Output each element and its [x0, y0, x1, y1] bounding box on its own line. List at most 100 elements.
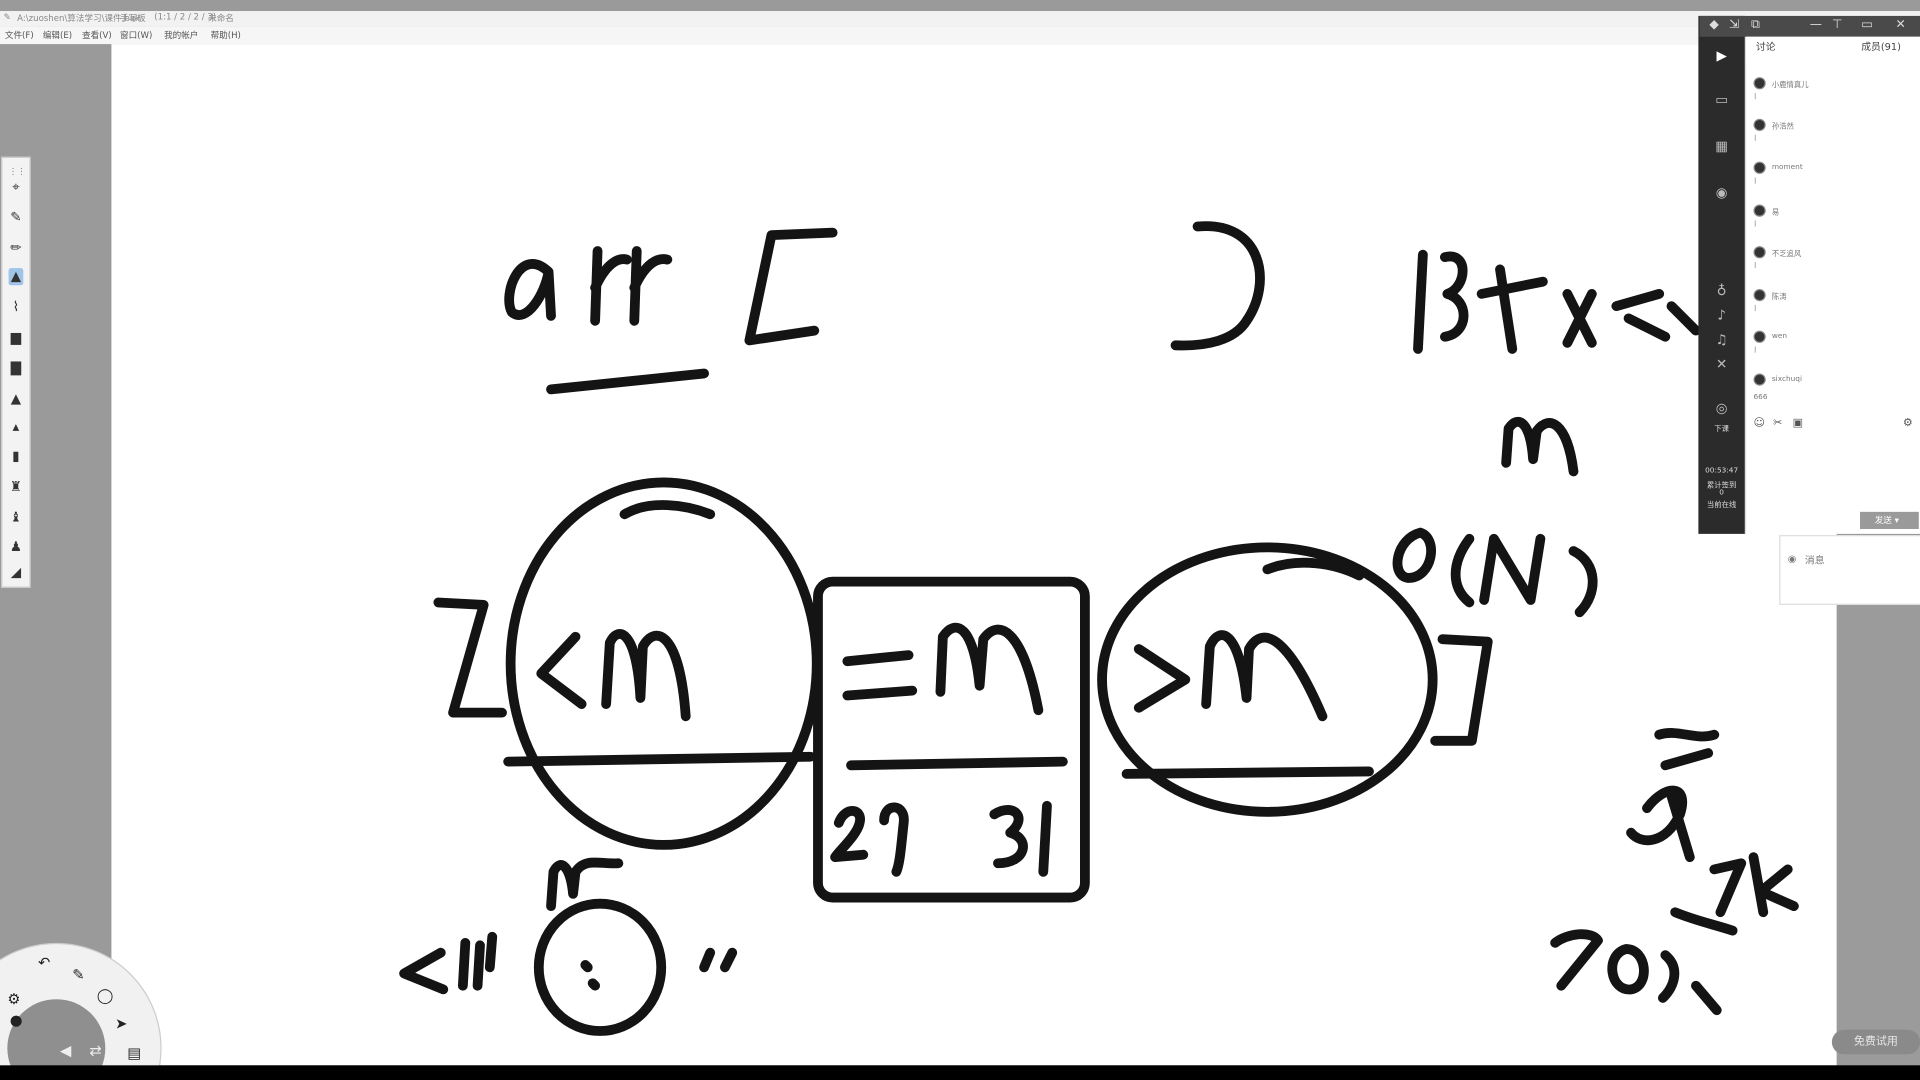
- ink-equal-m: [935, 622, 1044, 716]
- stat-checkin-label: 累计签到: [1706, 481, 1737, 490]
- member-avatar: [1753, 288, 1766, 302]
- member-name: 不乏追风: [1771, 249, 1802, 259]
- member-item[interactable]: sixchuqi: [1753, 373, 1912, 390]
- ink-outer-bracket-right: [1430, 634, 1493, 746]
- members-panel: ◆ ⇲ ⧉ — ⊤ ▭ ✕ 讨论 成员(91) 小鹿情真儿 孙浩然 moment…: [1699, 15, 1920, 534]
- title-zoom: (1:1 / 2 / 2 / 3): [154, 12, 217, 23]
- ink-O: [1392, 527, 1436, 583]
- dropper-tool-icon[interactable]: ♟: [9, 538, 22, 555]
- ink-small-dots: [580, 960, 601, 991]
- class-timer: 00:53:47: [1705, 466, 1739, 476]
- ink-circle-greater-top: [1262, 557, 1365, 581]
- member-item[interactable]: 易: [1753, 204, 1912, 227]
- speaker-icon[interactable]: ♪: [1717, 307, 1726, 324]
- scissors-icon[interactable]: ✂: [1773, 417, 1783, 430]
- member-divider: [1754, 93, 1756, 100]
- fill-tool-icon[interactable]: ▆: [10, 329, 22, 346]
- member-divider: [1754, 177, 1756, 184]
- ink-bracket-close: [1170, 221, 1265, 351]
- marker-tool-icon[interactable]: ▲: [8, 268, 24, 286]
- app-icon: ✎: [3, 12, 11, 23]
- menu-view[interactable]: 查看(V): [82, 30, 112, 41]
- panel-popout-icon[interactable]: ⧉: [1751, 18, 1760, 32]
- class-end-icon[interactable]: ◎: [1715, 400, 1728, 417]
- message-box[interactable]: ◉ 消息: [1779, 535, 1920, 605]
- wheel-swap-icon[interactable]: ⇄: [89, 1042, 102, 1060]
- ink-less-mid: [399, 931, 498, 995]
- box-tool-icon[interactable]: ▇: [10, 360, 22, 376]
- ink-31: [989, 800, 1052, 877]
- ink-underline-7k: [1670, 907, 1738, 936]
- member-avatar: [1753, 161, 1766, 174]
- menu-file[interactable]: 文件(F): [4, 30, 34, 41]
- member-item[interactable]: 不乏追风: [1753, 246, 1912, 269]
- wheel-page-icon[interactable]: ▤: [127, 1044, 142, 1062]
- wheel-back-icon[interactable]: ◀: [60, 1042, 72, 1060]
- ink-bracket-open: [744, 227, 838, 346]
- class-end-label[interactable]: 下课: [1714, 424, 1729, 434]
- member-item[interactable]: wen: [1753, 330, 1912, 353]
- wheel-dot-icon[interactable]: ●: [9, 1011, 23, 1029]
- emoji-icon[interactable]: ☺: [1753, 417, 1765, 430]
- member-name: sixchuqi: [1771, 374, 1803, 384]
- wheel-pen-icon[interactable]: ✎: [72, 966, 85, 984]
- panel-back-icon[interactable]: ◆: [1709, 18, 1719, 32]
- brush-tool-icon[interactable]: ⌇: [12, 298, 20, 315]
- member-item[interactable]: 陈涛: [1753, 288, 1912, 312]
- music-icon[interactable]: ♫: [1715, 331, 1728, 348]
- panel-close-icon[interactable]: ✕: [1895, 18, 1906, 32]
- send-button[interactable]: 发送 ▾: [1860, 511, 1919, 529]
- tab-members[interactable]: 成员(91): [1861, 41, 1901, 53]
- last-message: 666: [1753, 393, 1768, 402]
- ink-circle-less-top: [619, 500, 716, 520]
- menu-bar: 文件(F) 编辑(E) 查看(V) 窗口(W) 我的帐户 帮助(H): [0, 26, 1920, 45]
- ink-arr-a: [504, 259, 556, 321]
- select-tool-icon[interactable]: ⌖: [12, 178, 20, 195]
- board-icon[interactable]: ▦: [1715, 138, 1729, 155]
- eraser-tool-icon[interactable]: ◢: [10, 564, 22, 581]
- play-icon[interactable]: ▶: [1716, 47, 1727, 64]
- menu-help[interactable]: 帮助(H): [210, 30, 241, 41]
- member-item[interactable]: 孙浩然: [1753, 118, 1912, 141]
- pen-tool-icon[interactable]: ✎: [10, 209, 22, 226]
- menu-window[interactable]: 窗口(W): [120, 30, 153, 41]
- panel-restore-icon[interactable]: ▭: [1861, 18, 1873, 32]
- ink-scribble-right: [1626, 728, 1720, 863]
- image-icon[interactable]: ▣: [1792, 417, 1804, 430]
- ink-equal-sign: [842, 650, 918, 701]
- panel-minimize-icon[interactable]: —: [1809, 18, 1823, 32]
- wheel-cursor-icon[interactable]: ➤: [115, 1015, 128, 1033]
- ink-29: [830, 802, 909, 877]
- panel-expand-icon[interactable]: ⇲: [1728, 18, 1740, 32]
- menu-edit[interactable]: 编辑(E): [42, 30, 73, 41]
- title-path: A:\zuoshen\算法学习\课件.bak: [17, 13, 141, 24]
- menu-account[interactable]: 我的帐户: [164, 30, 199, 41]
- screen-share-icon[interactable]: ▭: [1715, 91, 1729, 108]
- spray-tool-icon[interactable]: ♜: [9, 478, 22, 495]
- member-divider: [1754, 220, 1756, 227]
- stamp-tool-icon[interactable]: ▮: [12, 448, 20, 465]
- chat-settings-icon[interactable]: ⚙: [1902, 417, 1913, 430]
- mic-icon[interactable]: ♁: [1716, 282, 1727, 299]
- member-divider: [1754, 346, 1756, 353]
- ink-tool-icon[interactable]: ▲: [10, 390, 22, 407]
- wheel-gear-icon[interactable]: ⚙: [7, 990, 21, 1008]
- member-avatar: [1753, 246, 1766, 259]
- member-item[interactable]: 小鹿情真儿: [1753, 77, 1912, 100]
- nib-tool-icon[interactable]: ▴: [12, 418, 20, 435]
- calligraphy-tool-icon[interactable]: ♝: [9, 509, 22, 526]
- tools-icon[interactable]: ✕: [1716, 356, 1728, 373]
- pencil-tool-icon[interactable]: ✏: [10, 240, 22, 256]
- ink-arr-underline: [546, 368, 709, 395]
- free-trial-button[interactable]: 免费试用: [1831, 1029, 1920, 1055]
- member-item[interactable]: moment: [1753, 161, 1912, 184]
- member-avatar: [1753, 330, 1766, 343]
- member-avatar: [1753, 204, 1766, 217]
- tab-chat[interactable]: 讨论: [1755, 41, 1776, 53]
- panel-pin-icon[interactable]: ⊤: [1831, 18, 1843, 32]
- wheel-circle-icon[interactable]: ◯: [96, 986, 114, 1005]
- camera-icon[interactable]: ◉: [1715, 184, 1728, 201]
- wheel-undo-icon[interactable]: ↶: [37, 953, 51, 972]
- ink-small-circle: [533, 898, 667, 1036]
- member-avatar: [1753, 118, 1766, 132]
